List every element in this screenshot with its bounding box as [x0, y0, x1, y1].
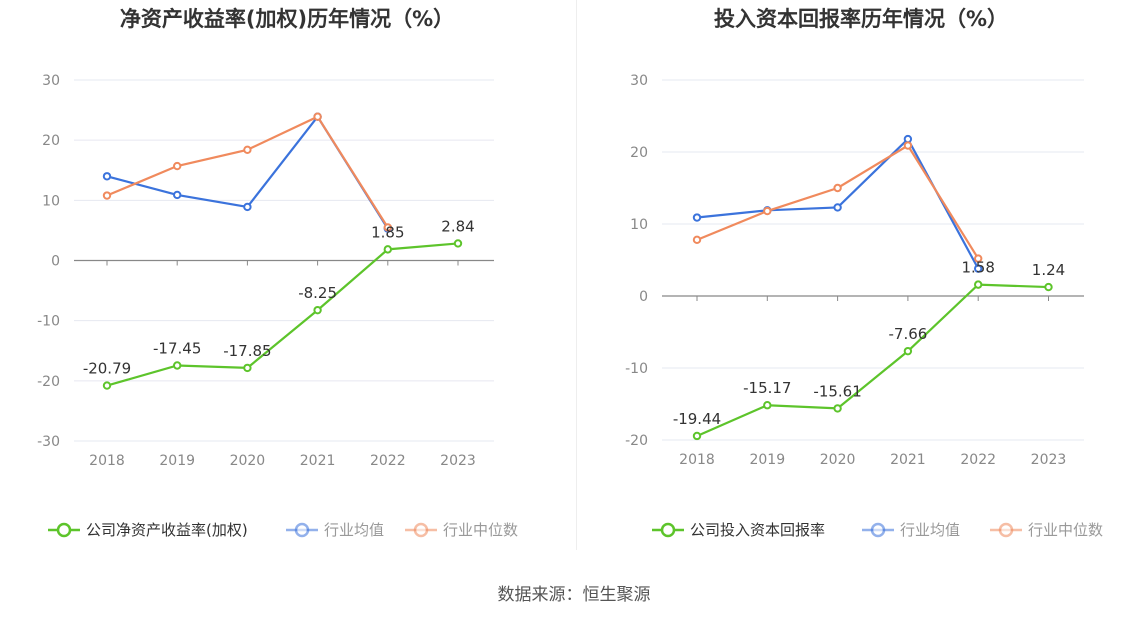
chart-title: 投入资本回报率历年情况（%） [714, 7, 1008, 31]
data-point[interactable] [833, 203, 842, 212]
data-point[interactable] [833, 183, 842, 193]
x-tick-label: 2020 [230, 453, 266, 469]
data-label: -20.79 [83, 360, 131, 378]
x-tick-label: 2021 [890, 452, 926, 468]
data-label: -15.17 [743, 379, 791, 397]
chart-svg: 净资产收益率(加权)历年情况（%） 30 20 10 0 -10 -20 -30 2018 201… [37, 7, 518, 539]
legend-item-2[interactable]: 行业中位数 [443, 521, 518, 539]
data-point[interactable] [903, 134, 913, 144]
data-point[interactable] [1044, 282, 1053, 292]
data-point[interactable] [173, 161, 182, 171]
data-point[interactable] [692, 431, 702, 441]
x-tick-label: 2019 [159, 453, 195, 469]
y-tick-label: 20 [42, 133, 60, 149]
data-label: -19.44 [673, 410, 721, 428]
series-line-0 [106, 242, 459, 387]
legend-item-1[interactable]: 行业均值 [324, 521, 384, 539]
data-point[interactable] [173, 361, 182, 370]
data-label: 2.84 [441, 217, 474, 235]
y-tick-label: 10 [630, 217, 648, 233]
data-point[interactable] [243, 363, 252, 373]
legend-item-1[interactable]: 行业均值 [900, 521, 960, 539]
y-tick-label: 0 [51, 254, 60, 270]
y-tick-label: 30 [630, 73, 648, 89]
data-label: -15.61 [813, 382, 861, 400]
data-point[interactable] [243, 145, 252, 154]
legend-item-0[interactable]: 公司净资产收益率(加权) [86, 521, 248, 539]
legend-marker [998, 522, 1014, 538]
x-tick-label: 2022 [370, 453, 406, 469]
data-point[interactable] [102, 191, 112, 200]
data-point[interactable] [313, 112, 322, 121]
data-point[interactable] [903, 346, 913, 356]
data-point[interactable] [243, 202, 252, 212]
data-point[interactable] [833, 404, 842, 413]
data-point[interactable] [763, 401, 772, 410]
y-tick-label: 10 [42, 193, 60, 209]
panel-divider [576, 0, 577, 550]
y-tick-label: -10 [37, 314, 60, 330]
data-point[interactable] [173, 190, 182, 200]
legend-marker [56, 522, 72, 538]
data-point[interactable] [692, 235, 702, 245]
data-point[interactable] [102, 381, 112, 390]
data-label: -7.66 [888, 325, 927, 343]
data-point[interactable] [453, 239, 463, 248]
data-label: -17.85 [223, 342, 271, 360]
x-tick-label: 2018 [89, 453, 125, 469]
roic-chart-panel: 投入资本回报率历年情况（%） 30 20 10 0 -10 -20 2018 2019 2020 2… [574, 0, 1148, 560]
series-line-0 [696, 283, 1049, 437]
data-label: -8.25 [298, 284, 337, 302]
legend-item-0[interactable]: 公司投入资本回报率 [690, 521, 825, 539]
data-point[interactable] [383, 223, 392, 232]
chart-title: 净资产收益率(加权)历年情况（%） [120, 7, 454, 31]
x-tick-label: 2020 [820, 452, 856, 468]
x-tick-label: 2023 [440, 453, 476, 469]
data-label: -17.45 [153, 339, 201, 357]
data-point[interactable] [903, 141, 913, 150]
legend-marker [413, 522, 429, 538]
data-point[interactable] [974, 280, 983, 289]
legend-item-2[interactable]: 行业中位数 [1028, 521, 1103, 539]
x-tick-label: 2021 [300, 453, 336, 469]
legend-marker [660, 522, 676, 538]
y-tick-label: 20 [630, 145, 648, 161]
data-point[interactable] [383, 245, 392, 254]
data-point[interactable] [692, 213, 702, 222]
y-tick-label: -20 [625, 433, 648, 449]
data-point[interactable] [313, 305, 322, 315]
data-point[interactable] [102, 172, 112, 181]
y-tick-label: -20 [37, 374, 60, 390]
data-point[interactable] [974, 254, 983, 263]
y-tick-label: -30 [37, 434, 60, 450]
chart-svg: 投入资本回报率历年情况（%） 30 20 10 0 -10 -20 2018 2019 2020 2… [625, 7, 1103, 539]
data-label: 1.58 [961, 259, 994, 277]
legend-marker [294, 522, 310, 538]
x-tick-label: 2023 [1031, 452, 1067, 468]
data-label: 1.85 [371, 223, 404, 241]
y-tick-label: -10 [625, 361, 648, 377]
series-line-2 [696, 144, 980, 260]
data-point[interactable] [974, 264, 983, 273]
y-tick-label: 30 [42, 73, 60, 89]
x-tick-label: 2022 [960, 452, 996, 468]
y-tick-label: 0 [639, 289, 648, 305]
roe-chart-panel: 净资产收益率(加权)历年情况（%） 30 20 10 0 -10 -20 -30 2018 201… [0, 0, 574, 560]
legend-marker [870, 522, 886, 538]
x-tick-label: 2018 [679, 452, 715, 468]
data-label: 1.24 [1032, 261, 1065, 279]
data-point[interactable] [763, 206, 772, 216]
data-source: 数据来源：恒生聚源 [497, 585, 651, 605]
x-tick-label: 2019 [749, 452, 785, 468]
series-line-1 [106, 114, 389, 230]
